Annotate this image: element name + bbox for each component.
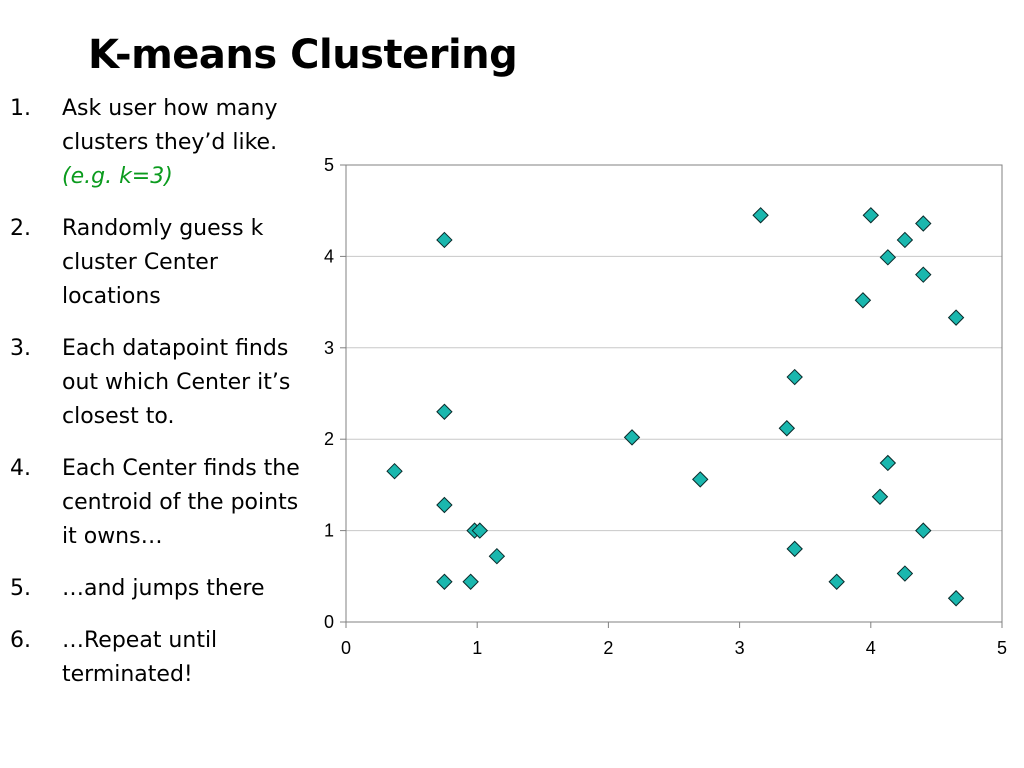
data-point <box>879 249 897 266</box>
step-number: 4. <box>10 456 31 481</box>
chart-x-axis: 0 1 2 3 4 5 <box>341 622 1007 658</box>
data-point <box>854 292 872 309</box>
data-point <box>386 462 403 480</box>
y-tick-label: 1 <box>324 521 334 541</box>
steps-list: 1. Ask user how many clusters they’d lik… <box>0 92 300 710</box>
slide-title: K-means Clustering <box>88 32 518 78</box>
step-text: …Repeat until terminated! <box>62 628 218 687</box>
y-tick-label: 2 <box>324 429 334 449</box>
step-text: Each datapoint finds out which Center it… <box>62 336 291 429</box>
step-text: …and jumps there <box>62 576 265 601</box>
step-item: 3. Each datapoint finds out which Center… <box>0 332 300 434</box>
data-point <box>752 207 769 224</box>
y-tick-label: 4 <box>324 246 334 266</box>
step-text: Randomly guess k cluster Center location… <box>62 216 264 309</box>
x-tick-label: 2 <box>603 638 613 658</box>
data-point <box>436 573 453 590</box>
step-number: 5. <box>10 576 31 601</box>
y-tick-label: 3 <box>324 338 334 358</box>
chart-gridlines <box>346 164 1002 532</box>
data-point <box>786 368 803 386</box>
data-point <box>436 496 453 514</box>
data-point <box>436 231 453 249</box>
data-point <box>915 522 932 539</box>
plot-frame <box>345 164 1003 623</box>
scatter-chart: 0 1 2 3 4 5 0 1 2 3 4 5 <box>324 155 1007 658</box>
chart-plot-area <box>345 164 1003 623</box>
data-point <box>915 215 932 232</box>
data-point <box>462 573 479 590</box>
step-number: 3. <box>10 336 31 361</box>
data-point <box>623 429 641 446</box>
step-number: 1. <box>10 96 31 121</box>
x-tick-label: 3 <box>735 638 745 658</box>
x-tick-label: 0 <box>341 638 351 658</box>
data-point <box>786 540 803 558</box>
x-tick-label: 1 <box>472 638 482 658</box>
data-point <box>862 207 880 224</box>
data-point <box>896 565 914 582</box>
data-point <box>879 454 897 472</box>
step-item: 1. Ask user how many clusters they’d lik… <box>0 92 300 194</box>
chart-points <box>386 207 965 607</box>
data-point <box>436 403 453 420</box>
step-item: 5. …and jumps there <box>0 572 300 606</box>
step-text: Each Center finds the centroid of the po… <box>62 456 300 549</box>
data-point <box>488 547 506 565</box>
data-point <box>828 573 845 590</box>
data-point <box>947 309 965 326</box>
step-number: 2. <box>10 216 31 241</box>
data-point <box>692 471 709 488</box>
y-tick-label: 0 <box>324 612 334 632</box>
step-number: 6. <box>10 628 31 653</box>
data-point <box>915 266 932 283</box>
step-item: 2. Randomly guess k cluster Center locat… <box>0 212 300 314</box>
data-point <box>947 590 965 607</box>
step-example-note: (e.g. k=3) <box>62 164 173 189</box>
x-tick-label: 5 <box>997 638 1007 658</box>
chart-y-axis: 0 1 2 3 4 5 <box>324 155 346 632</box>
y-tick-label: 5 <box>324 155 334 175</box>
step-item: 4. Each Center finds the centroid of the… <box>0 452 300 554</box>
data-point <box>871 488 889 505</box>
data-point <box>896 231 914 249</box>
data-point <box>471 522 489 539</box>
data-point <box>778 420 796 437</box>
x-tick-label: 4 <box>866 638 876 658</box>
step-text: Ask user how many clusters they’d like. <box>62 96 278 155</box>
step-item: 6. …Repeat until terminated! <box>0 624 300 692</box>
